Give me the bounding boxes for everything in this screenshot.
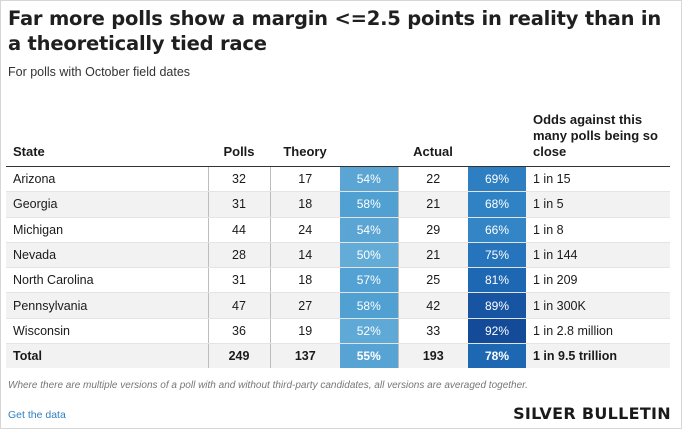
cell-odds: 1 in 300K (526, 292, 670, 319)
cell-theory-pct: 55% (340, 343, 398, 369)
cell-theory: 14 (269, 242, 340, 269)
cell-polls: 36 (207, 318, 270, 345)
cell-odds: 1 in 2.8 million (526, 318, 670, 345)
cell-theory: 137 (269, 343, 340, 369)
cell-theory-pct: 54% (340, 217, 398, 243)
cell-odds: 1 in 144 (526, 242, 670, 269)
header-row: State Polls Theory Actual Odds against t… (6, 104, 670, 167)
cell-polls: 249 (207, 343, 270, 369)
cell-polls: 28 (207, 242, 270, 269)
cell-state: Pennsylvania (6, 292, 208, 319)
footnote: Where there are multiple versions of a p… (8, 380, 528, 391)
cell-theory: 17 (269, 166, 340, 193)
col-header-theory-pct (340, 104, 398, 167)
cell-theory: 19 (269, 318, 340, 345)
table-row: Pennsylvania 47 27 58% 42 89% 1 in 300K (6, 292, 670, 319)
cell-odds: 1 in 15 (526, 166, 670, 193)
cell-polls: 31 (207, 267, 270, 294)
col-header-actual: Actual (398, 104, 468, 167)
cell-actual: 22 (397, 166, 468, 193)
cell-state: Wisconsin (6, 318, 208, 345)
cell-actual-pct: 68% (468, 191, 526, 218)
col-header-actual-pct (468, 104, 526, 167)
cell-actual-pct: 81% (468, 267, 526, 294)
cell-state: Total (6, 343, 208, 369)
cell-actual: 42 (397, 292, 468, 319)
cell-polls: 31 (207, 191, 270, 218)
cell-actual: 25 (397, 267, 468, 294)
cell-odds: 1 in 209 (526, 267, 670, 294)
cell-state: Georgia (6, 191, 208, 218)
brand-logo: SILVER BULLETIN (513, 404, 671, 423)
cell-theory: 24 (269, 217, 340, 243)
cell-state: Michigan (6, 217, 208, 243)
cell-actual-pct: 89% (468, 292, 526, 319)
cell-actual: 21 (397, 242, 468, 269)
cell-actual: 21 (397, 191, 468, 218)
polls-table: State Polls Theory Actual Odds against t… (6, 104, 670, 369)
table-row: Michigan 44 24 54% 29 66% 1 in 8 (6, 217, 670, 243)
cell-odds: 1 in 9.5 trillion (526, 343, 670, 369)
cell-actual-pct: 69% (468, 166, 526, 193)
page-title: Far more polls show a margin <=2.5 point… (8, 7, 662, 55)
cell-state: Arizona (6, 166, 208, 193)
cell-actual-pct: 66% (468, 217, 526, 243)
cell-theory-pct: 58% (340, 292, 398, 319)
cell-theory-pct: 50% (340, 242, 398, 269)
cell-actual: 193 (397, 343, 468, 369)
cell-polls: 47 (207, 292, 270, 319)
cell-actual-pct: 92% (468, 318, 526, 345)
col-header-polls: Polls (208, 104, 270, 167)
cell-odds: 1 in 8 (526, 217, 670, 243)
table-row: Arizona 32 17 54% 22 69% 1 in 15 (6, 166, 670, 193)
table-row: Wisconsin 36 19 52% 33 92% 1 in 2.8 million (6, 318, 670, 345)
cell-polls: 44 (207, 217, 270, 243)
cell-theory: 27 (269, 292, 340, 319)
cell-theory-pct: 58% (340, 191, 398, 218)
col-header-theory: Theory (270, 104, 340, 167)
cell-theory-pct: 52% (340, 318, 398, 345)
cell-theory-pct: 54% (340, 166, 398, 193)
cell-theory: 18 (269, 191, 340, 218)
total-row: Total 249 137 55% 193 78% 1 in 9.5 trillion (6, 343, 670, 369)
table-row: Nevada 28 14 50% 21 75% 1 in 144 (6, 242, 670, 269)
cell-theory: 18 (269, 267, 340, 294)
cell-actual-pct: 75% (468, 242, 526, 269)
page-subtitle: For polls with October field dates (8, 65, 191, 79)
get-data-link[interactable]: Get the data (8, 409, 66, 421)
cell-state: North Carolina (6, 267, 208, 294)
table-row: Georgia 31 18 58% 21 68% 1 in 5 (6, 191, 670, 218)
table-row: North Carolina 31 18 57% 25 81% 1 in 209 (6, 267, 670, 294)
cell-actual-pct: 78% (468, 343, 526, 369)
cell-theory-pct: 57% (340, 267, 398, 294)
col-header-state: State (6, 104, 208, 167)
cell-actual: 33 (397, 318, 468, 345)
cell-odds: 1 in 5 (526, 191, 670, 218)
cell-polls: 32 (207, 166, 270, 193)
col-header-odds: Odds against this many polls being so cl… (526, 104, 670, 167)
cell-actual: 29 (397, 217, 468, 243)
cell-state: Nevada (6, 242, 208, 269)
